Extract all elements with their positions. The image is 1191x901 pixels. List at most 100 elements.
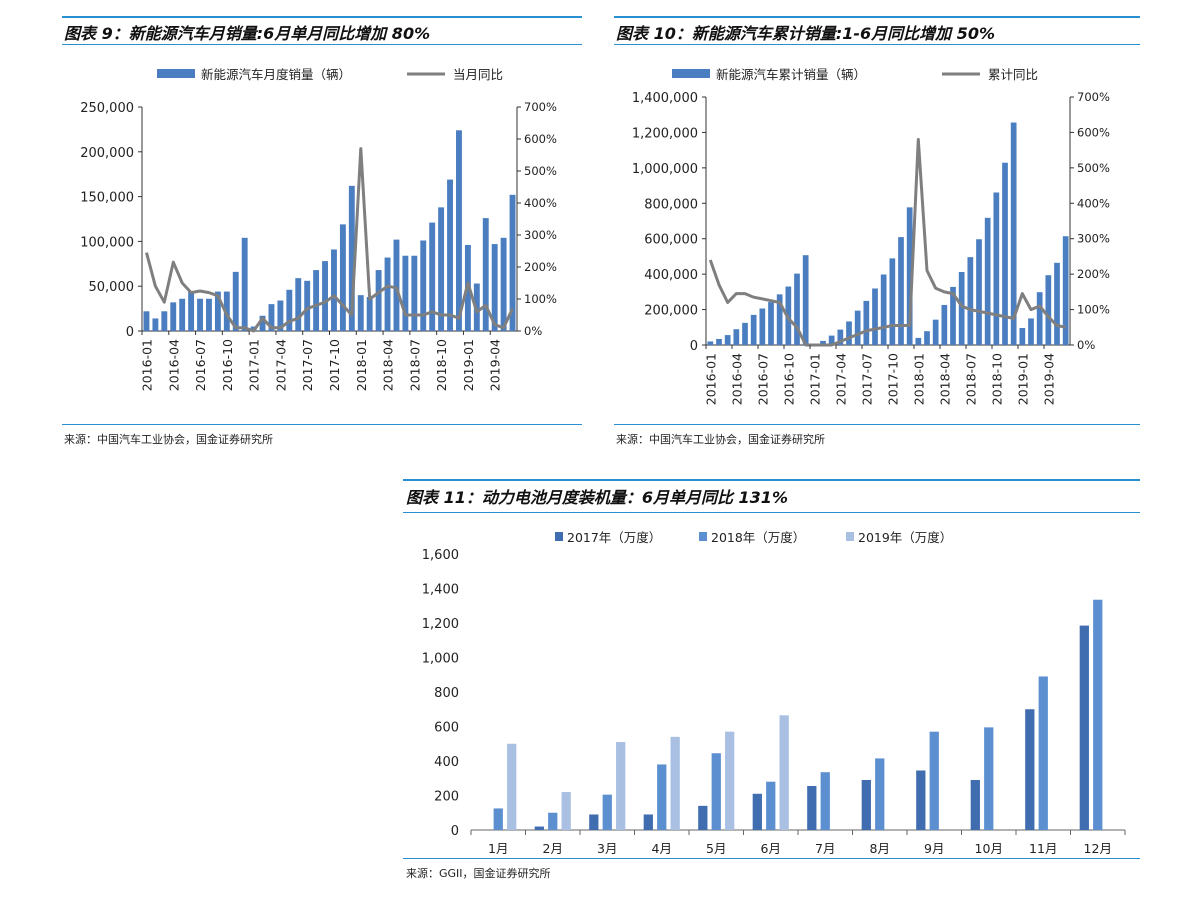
bar <box>898 237 904 345</box>
y-left-tick-label: 600,000 <box>644 233 698 248</box>
bar <box>643 814 653 830</box>
bar <box>967 257 974 345</box>
y-right-tick-label: 400% <box>1077 196 1110 210</box>
bar <box>223 291 230 331</box>
x-tick-label: 2016-01 <box>139 339 154 391</box>
fig11-title: 图表 11：动力电池月度装机量：6月单月同比 131% <box>406 488 788 507</box>
legend-label: 2019年（万度） <box>858 530 952 545</box>
x-tick-label: 2018-07 <box>963 353 978 405</box>
bar <box>742 322 748 345</box>
bar <box>976 239 982 345</box>
x-tick-label: 2019-01 <box>461 339 476 391</box>
x-tick-label: 4月 <box>652 841 672 856</box>
bar <box>941 304 948 345</box>
fig9-bottom-rule <box>62 424 582 425</box>
bar <box>286 289 293 331</box>
y-left-tick-label: 200,000 <box>80 146 134 161</box>
bar <box>170 302 177 331</box>
bar <box>828 335 835 345</box>
bar <box>1028 318 1034 345</box>
x-tick-label: 2017-04 <box>833 353 848 405</box>
bar <box>616 742 626 830</box>
x-tick-label: 7月 <box>815 841 835 856</box>
y-right-tick-label: 200% <box>524 260 557 274</box>
legend-label: 2017年（万度） <box>567 530 661 545</box>
bar <box>491 244 498 331</box>
legend-swatch-2 <box>846 532 854 541</box>
bar <box>752 793 762 830</box>
bar <box>438 207 445 331</box>
x-tick-label: 2016-10 <box>220 339 235 391</box>
bar <box>929 731 939 830</box>
y-left-tick-label: 400,000 <box>644 268 698 283</box>
x-tick-label: 2018-10 <box>989 353 1004 405</box>
y-left-tick-label: 200,000 <box>644 304 698 319</box>
x-tick-label: 2018-01 <box>911 353 926 405</box>
x-tick-label: 2016-04 <box>166 339 181 391</box>
fig10-title-rule <box>614 44 1140 45</box>
bar <box>197 298 203 331</box>
bar <box>711 753 721 830</box>
y-right-tick-label: 100% <box>1077 303 1110 317</box>
bar <box>779 715 789 830</box>
bar <box>268 304 275 331</box>
legend-label-bar: 新能源汽车累计销量（辆） <box>716 67 866 82</box>
bar <box>493 808 503 830</box>
bar <box>1036 292 1043 345</box>
legend-label: 2018年（万度） <box>711 530 805 545</box>
bar <box>561 792 571 830</box>
legend-swatch-1 <box>699 532 707 541</box>
bar <box>657 764 667 830</box>
y-tick-label: 1,200 <box>422 617 459 632</box>
x-tick-label: 2016-07 <box>755 353 770 405</box>
bar <box>277 300 284 331</box>
legend-label-line: 当月同比 <box>453 67 503 82</box>
y-tick-label: 600 <box>434 721 459 736</box>
bar <box>861 779 871 830</box>
y-left-tick-label: 50,000 <box>89 280 135 295</box>
bar <box>768 302 774 345</box>
bar <box>500 237 507 331</box>
y-left-tick-label: 800,000 <box>644 197 698 212</box>
y-right-tick-label: 700% <box>524 100 557 114</box>
bar <box>259 315 266 331</box>
x-tick-label: 12月 <box>1084 841 1112 856</box>
bar <box>357 295 364 331</box>
bar <box>1025 709 1035 830</box>
bar <box>794 273 800 345</box>
bar <box>152 318 159 331</box>
bar <box>863 300 870 345</box>
bar <box>1062 236 1069 345</box>
bar <box>548 812 558 830</box>
fig10-title: 图表 10：新能源汽车累计销量:1-6月同比增加 50% <box>616 24 996 43</box>
bar <box>143 311 150 331</box>
fig11-top-rule <box>403 479 1140 481</box>
y-right-tick-label: 600% <box>524 132 557 146</box>
bar <box>733 329 740 345</box>
x-tick-label: 2017-10 <box>885 353 900 405</box>
fig9-title: 图表 9：新能源汽车月销量:6月单月同比增加 80% <box>64 24 431 43</box>
fig10-source: 来源：中国汽车工业协会，国金证券研究所 <box>616 433 825 446</box>
bar <box>304 280 311 331</box>
bar <box>384 257 391 331</box>
bar <box>420 240 427 331</box>
y-left-tick-label: 0 <box>690 339 698 354</box>
x-tick-label: 10月 <box>975 841 1003 856</box>
bar <box>232 271 239 331</box>
yoy-line <box>145 147 514 333</box>
bar <box>1054 262 1060 345</box>
x-tick-label: 2016-01 <box>703 353 718 405</box>
y-right-tick-label: 300% <box>1077 232 1110 246</box>
bar <box>188 291 195 331</box>
fig9-chart: 新能源汽车月度销量（辆） 当月同比 0 50,000 100,000 150,000 200… <box>80 67 557 391</box>
y-left-tick-label: 100,000 <box>80 235 134 250</box>
x-tick-label: 2016-07 <box>193 339 208 391</box>
y-right-tick-label: 400% <box>524 196 557 210</box>
legend-swatch-bar <box>157 69 195 78</box>
bar <box>509 194 516 331</box>
bar <box>837 329 844 345</box>
fig11-chart: 2017年（万度） 2018年（万度） 2019年（万度） 0 200 400 600 800… <box>422 530 1126 856</box>
x-tick-label: 8月 <box>870 841 890 856</box>
x-tick-label: 5月 <box>706 841 726 856</box>
bar <box>1002 162 1008 345</box>
